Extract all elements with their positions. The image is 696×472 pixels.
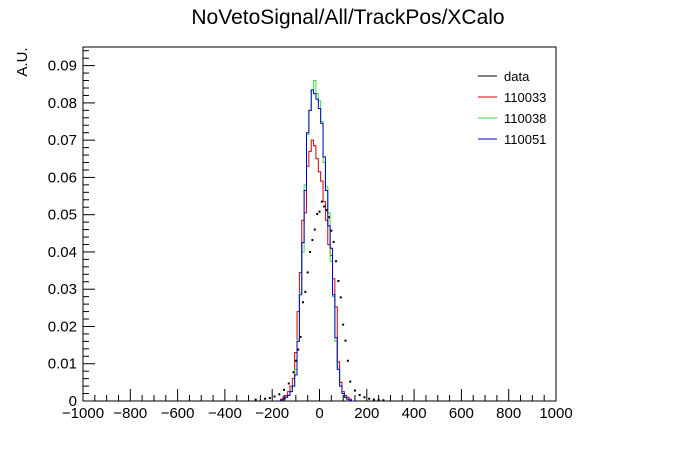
legend-label-data: data	[504, 69, 530, 84]
x-tick-label: −600	[161, 405, 195, 422]
data-point	[283, 388, 286, 391]
y-tick-label: 0.05	[48, 207, 77, 224]
x-tick-label: 800	[496, 405, 521, 422]
series-110038-line	[279, 80, 354, 402]
y-tick-label: 0.08	[48, 95, 77, 112]
x-tick-label: −200	[255, 405, 289, 422]
data-point	[316, 212, 319, 215]
x-tick-label: −400	[208, 405, 242, 422]
data-point	[327, 216, 330, 219]
data-point	[278, 393, 281, 396]
data-point	[358, 394, 361, 397]
data-point	[254, 398, 257, 401]
x-tick-label: −1000	[62, 405, 104, 422]
data-point	[330, 229, 333, 232]
data-point	[320, 200, 323, 203]
data-point	[335, 260, 338, 263]
x-tick-label: 400	[402, 405, 427, 422]
x-tick-label: −800	[113, 405, 147, 422]
data-point	[353, 389, 356, 392]
chart-title: NoVetoSignal/All/TrackPos/XCalo	[191, 6, 504, 29]
data-point	[287, 382, 290, 385]
y-tick-label: 0.03	[48, 281, 77, 298]
y-tick-label: 0	[69, 393, 77, 410]
data-point	[332, 240, 335, 243]
data-point	[309, 250, 312, 253]
data-point	[313, 228, 316, 231]
data-point	[349, 380, 352, 383]
y-tick-label: 0.09	[48, 58, 77, 75]
data-point	[337, 280, 340, 283]
y-tick-label: 0.04	[48, 244, 77, 261]
data-point	[318, 210, 321, 213]
x-axis: −1000 −800 −600 −400 −200 0 200 400 600 800 1000	[62, 389, 573, 422]
legend-label-110033: 110033	[504, 90, 546, 105]
data-point	[306, 271, 309, 274]
x-tick-label: 0	[315, 405, 323, 422]
data-point	[292, 371, 295, 374]
legend-label-110051: 110051	[504, 132, 546, 147]
legend-label-110038: 110038	[504, 111, 546, 126]
y-axis-label: A.U.	[14, 47, 31, 76]
series-110033-line	[279, 139, 354, 402]
data-point	[297, 348, 300, 351]
data-point	[368, 397, 371, 400]
data-point	[264, 397, 267, 400]
data-point	[363, 396, 366, 399]
x-tick-label: 1000	[539, 405, 572, 422]
data-point	[344, 339, 347, 342]
data-point	[339, 296, 342, 299]
data-point	[323, 205, 326, 208]
data-point	[268, 397, 271, 400]
plot-frame	[82, 46, 557, 402]
x-tick-label: 200	[354, 405, 379, 422]
data-point	[382, 399, 385, 402]
y-tick-label: 0.01	[48, 356, 77, 373]
data-point	[299, 335, 302, 338]
data-point	[301, 301, 304, 304]
y-tick-label: 0.06	[48, 169, 77, 186]
legend: data 110033 110038 110051	[478, 69, 546, 147]
data-point	[304, 290, 307, 293]
data-point	[377, 398, 380, 401]
y-tick-label: 0.07	[48, 132, 77, 149]
x-tick-label: 600	[449, 405, 474, 422]
y-axis: 0 0.01 0.02 0.03 0.04 0.05 0.06 0.07 0.08 0.09	[48, 50, 95, 410]
data-point	[311, 239, 314, 242]
y-tick-label: 0.02	[48, 318, 77, 335]
data-point	[372, 398, 375, 401]
data-point	[325, 209, 328, 212]
data-point	[346, 359, 349, 362]
series-layer	[254, 80, 385, 402]
series-110051-line	[279, 89, 354, 402]
data-point	[273, 395, 276, 398]
data-point	[342, 323, 345, 326]
data-point	[294, 359, 297, 362]
